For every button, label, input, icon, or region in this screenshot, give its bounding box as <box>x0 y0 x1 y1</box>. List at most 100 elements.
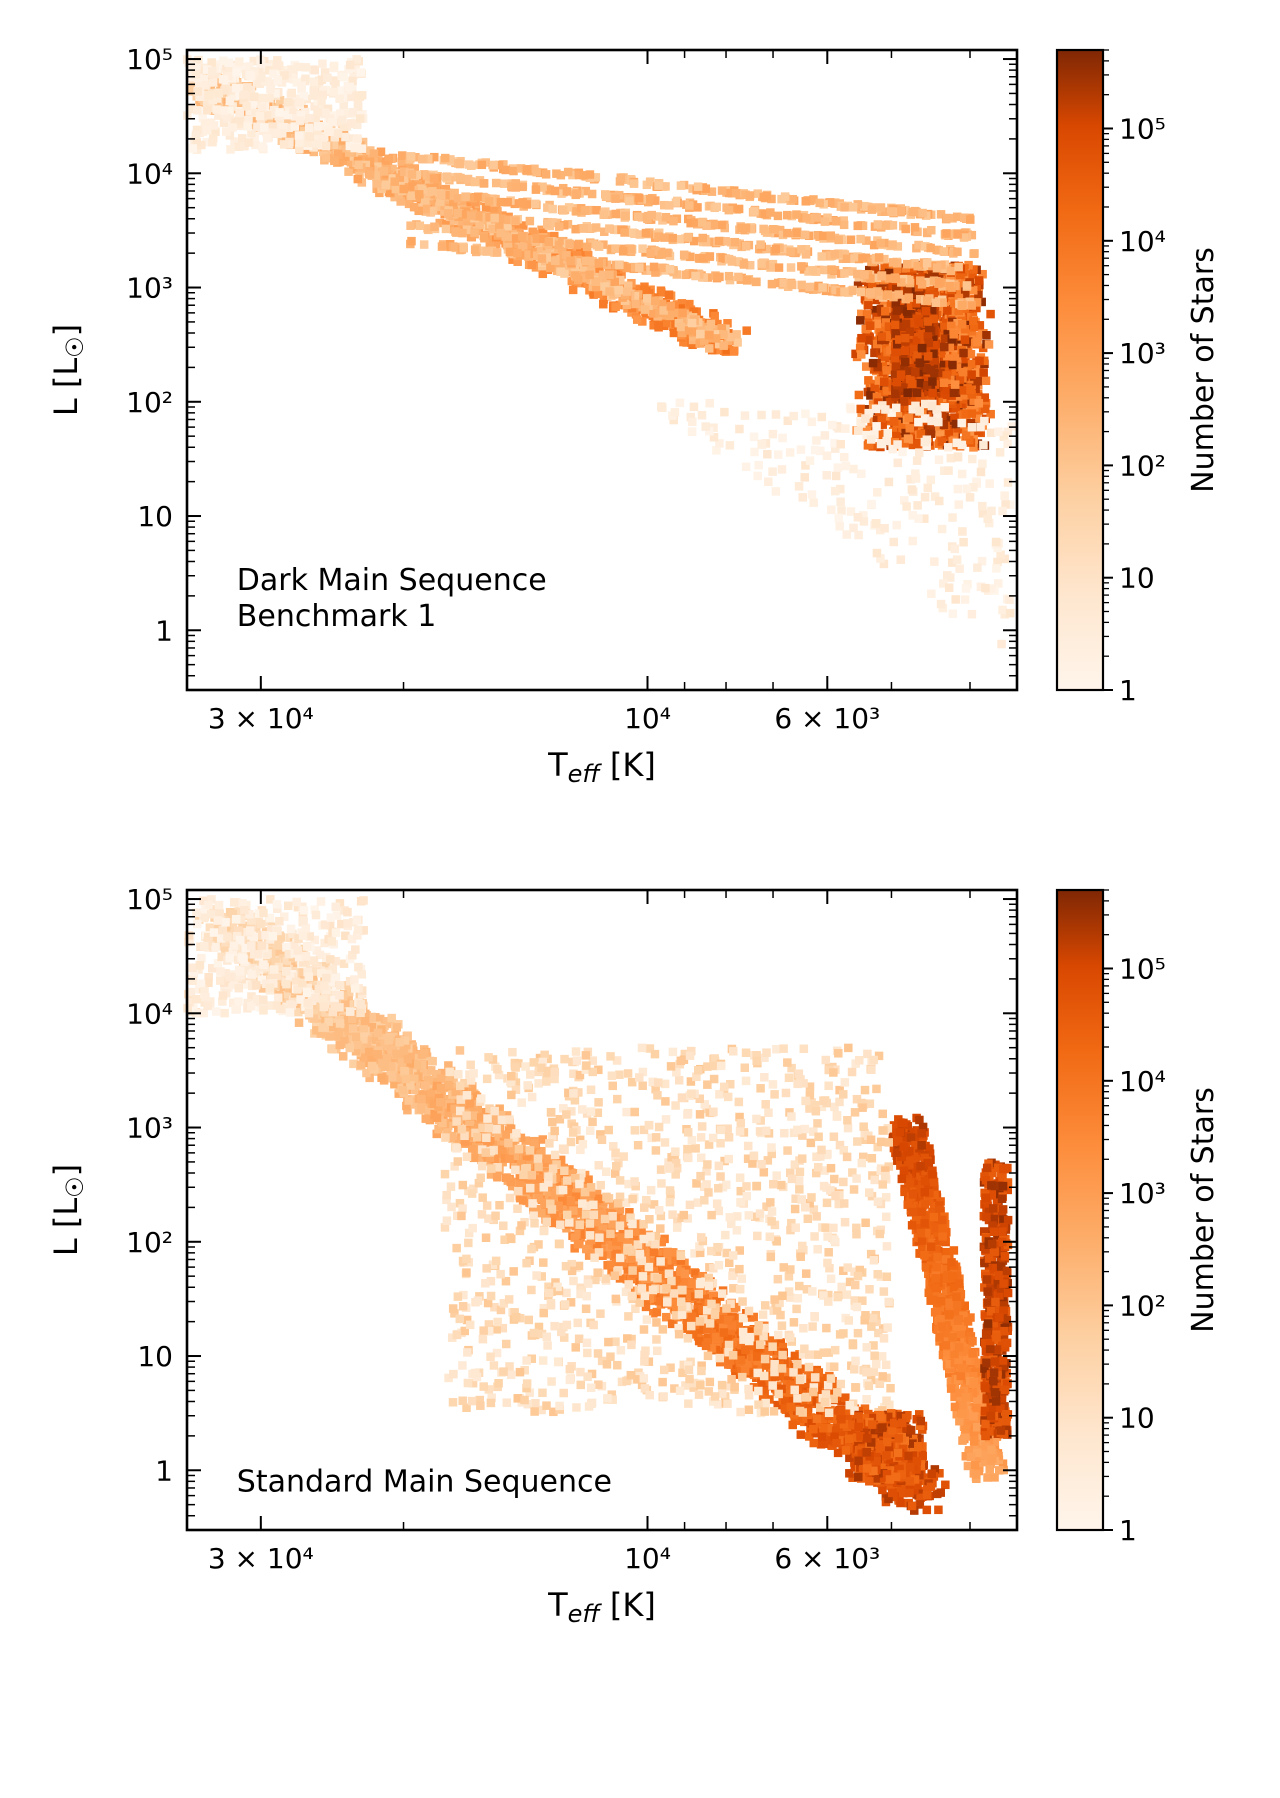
heat-cell <box>620 228 629 237</box>
heat-cell <box>867 289 876 298</box>
heat-cell <box>940 247 949 256</box>
heat-cell <box>735 205 744 214</box>
heat-cell <box>864 301 873 310</box>
heat-cell <box>934 418 943 427</box>
heat-cell <box>789 412 798 421</box>
heat-cell <box>705 331 714 340</box>
heat-cell <box>832 217 841 226</box>
heat-cell <box>968 455 977 464</box>
heat-cell <box>408 170 417 179</box>
heat-cell <box>645 195 654 204</box>
heat-cell <box>926 244 935 253</box>
heat-cell <box>983 515 992 524</box>
heat-cell <box>685 201 694 210</box>
heat-cell <box>667 302 676 311</box>
heat-cell <box>752 278 761 287</box>
heat-cell <box>940 379 949 388</box>
heat-cell <box>797 262 806 271</box>
heat-cell <box>443 172 452 181</box>
heat-cell <box>966 215 975 224</box>
heat-cell <box>924 352 933 361</box>
heat-cell <box>968 610 977 619</box>
heat-cell <box>458 229 467 238</box>
heat-cell <box>940 403 949 412</box>
heat-cell <box>818 283 827 292</box>
heat-cell <box>828 421 837 430</box>
heat-cell <box>480 179 489 188</box>
heat-cell <box>903 260 912 269</box>
heat-cell <box>772 410 781 419</box>
heat-cell <box>509 167 518 176</box>
heat-cell <box>688 418 697 427</box>
heat-cell <box>915 407 924 416</box>
heat-cell <box>918 209 927 218</box>
heat-cell <box>900 397 909 406</box>
heat-cell <box>958 301 967 310</box>
heat-cell <box>889 538 898 547</box>
heat-cell <box>617 173 626 182</box>
heat-cell <box>742 242 751 251</box>
heat-cell <box>556 267 565 276</box>
heat-cell <box>805 283 814 292</box>
heat-cell <box>746 191 755 200</box>
heat-cell <box>595 259 604 268</box>
heat-cell <box>967 370 976 379</box>
heat-cell <box>954 263 963 272</box>
heat-cell <box>921 438 930 447</box>
heat-cell <box>1000 491 1009 500</box>
heat-cell <box>573 189 582 198</box>
heat-cell <box>564 168 573 177</box>
heat-cell <box>857 350 866 359</box>
heat-cell <box>322 154 331 163</box>
heat-cell <box>633 315 642 324</box>
heat-cell <box>740 260 749 269</box>
heat-cell <box>975 399 984 408</box>
heat-cell <box>954 453 963 462</box>
heat-cell <box>518 198 527 207</box>
heat-cell <box>918 344 927 353</box>
heat-cell <box>758 440 767 449</box>
heat-cell <box>471 178 480 187</box>
heat-cell <box>731 238 740 247</box>
heat-cell <box>482 247 491 256</box>
heat-cell <box>732 330 741 339</box>
heat-cell <box>911 223 920 232</box>
heat-cell <box>599 300 608 309</box>
heat-cell <box>769 430 778 439</box>
heat-cell <box>857 334 866 343</box>
heat-cell <box>390 177 399 186</box>
heat-cell <box>962 430 971 439</box>
heat-cell <box>707 320 716 329</box>
heat-cell <box>832 472 841 481</box>
heat-cell <box>756 240 765 249</box>
heat-cell <box>741 411 750 420</box>
heat-cell <box>565 240 574 249</box>
heat-cell <box>877 440 886 449</box>
heat-cell <box>501 232 510 241</box>
heat-cell <box>611 210 620 219</box>
heat-cell <box>418 155 427 164</box>
heat-cell <box>854 531 863 540</box>
heat-cell <box>341 133 350 142</box>
heat-cell <box>861 414 870 423</box>
heat-cell <box>858 254 867 263</box>
heat-cell <box>657 250 666 259</box>
heat-cell <box>946 282 955 291</box>
heat-cell <box>883 366 892 375</box>
heat-cell <box>906 424 915 433</box>
heat-cell <box>801 231 810 240</box>
heat-cell <box>580 224 589 233</box>
heat-cell <box>542 170 551 179</box>
heat-cell <box>742 463 751 472</box>
heat-cell <box>908 380 917 389</box>
heat-cell <box>961 595 970 604</box>
heat-cell <box>994 428 1003 437</box>
heat-cell <box>666 265 675 274</box>
heat-cell <box>453 209 462 218</box>
heat-cell <box>817 252 826 261</box>
heat-cell <box>503 198 512 207</box>
heat-cell <box>583 243 592 252</box>
heat-cell <box>947 267 956 276</box>
heat-cell <box>802 197 811 206</box>
heat-cell <box>916 358 925 367</box>
